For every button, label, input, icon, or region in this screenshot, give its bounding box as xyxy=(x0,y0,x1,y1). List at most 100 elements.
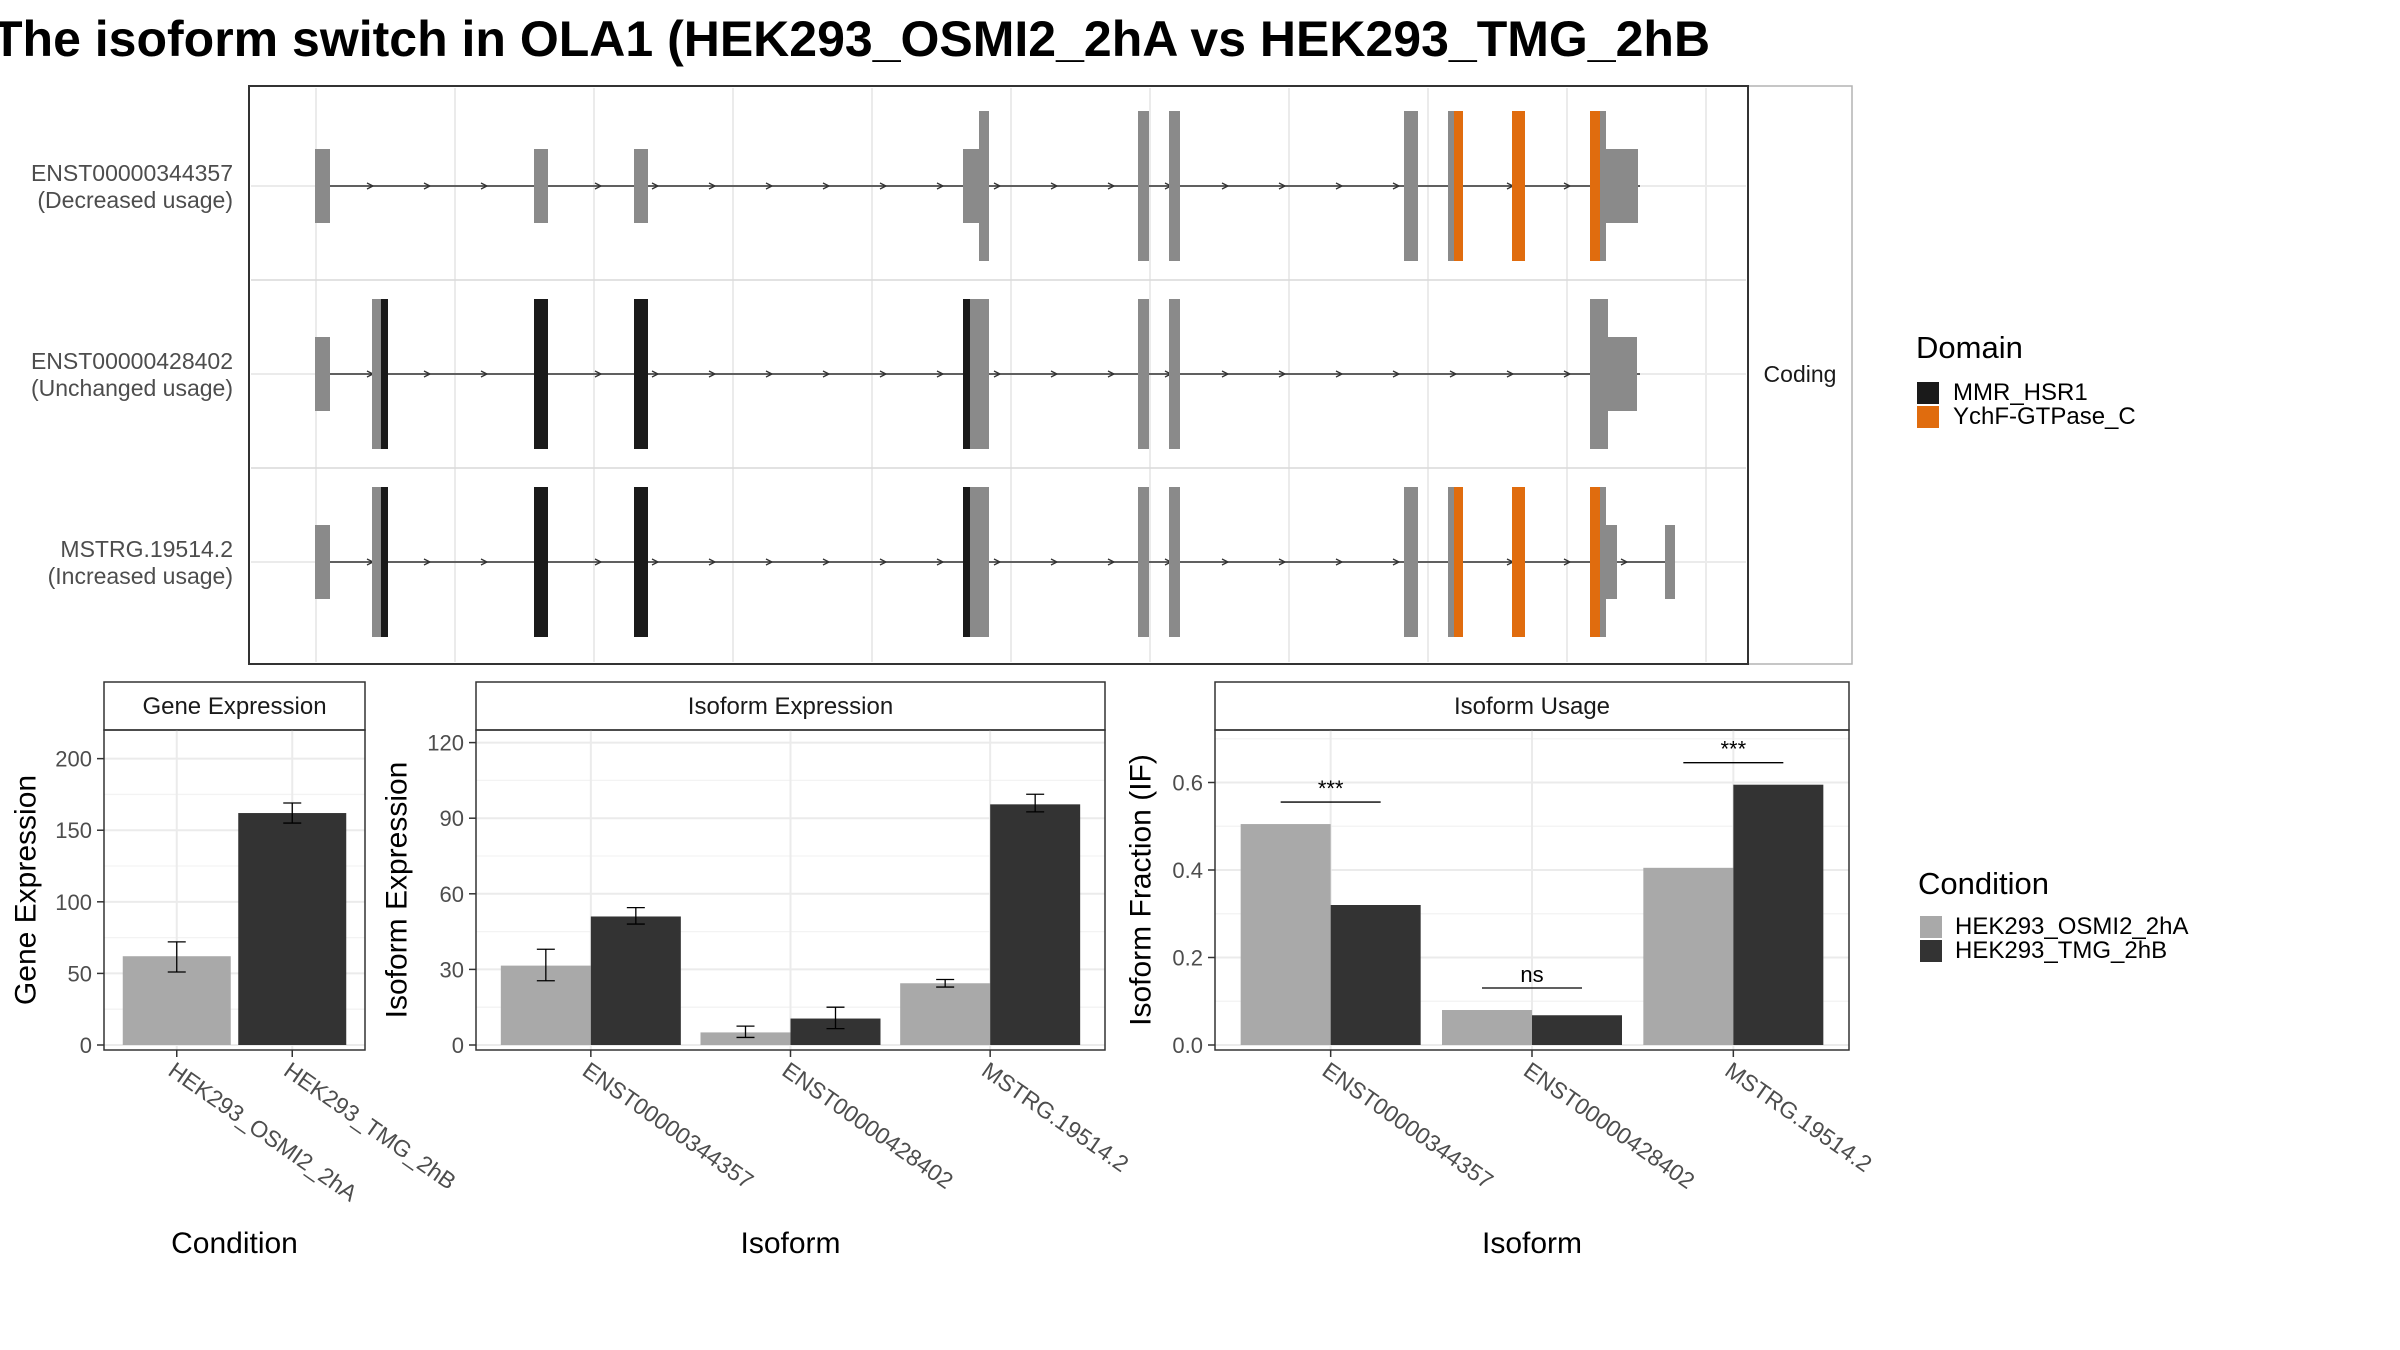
x-axis-title: Isoform xyxy=(1482,1227,1582,1260)
y-tick-label: 0 xyxy=(80,1033,92,1058)
x-tick-label: MSTRG.19514.2 xyxy=(1720,1057,1876,1177)
bar xyxy=(1330,905,1421,1045)
y-tick-label: 0.4 xyxy=(1172,858,1203,883)
strand-arrow xyxy=(1449,370,1458,378)
exon xyxy=(1600,487,1606,637)
facet-strip-label: Coding xyxy=(1764,361,1837,387)
y-tick-label: 0.2 xyxy=(1172,946,1203,971)
x-axis-title: Isoform xyxy=(740,1227,840,1260)
strand-arrow xyxy=(822,370,831,378)
exon xyxy=(315,337,330,411)
strand-arrow xyxy=(708,558,717,566)
domain-legend-label: MMR_HSR1 xyxy=(1953,379,2088,406)
exon xyxy=(1138,111,1149,261)
strand-arrow xyxy=(765,370,774,378)
x-tick-label: ENST00000428402 xyxy=(778,1057,958,1194)
strand-arrow xyxy=(1278,558,1287,566)
y-axis-title: Gene Expression xyxy=(10,775,43,1005)
panel-title: Isoform Usage xyxy=(1454,693,1610,720)
panel-title: Isoform Expression xyxy=(688,693,893,720)
strand-arrow xyxy=(651,182,660,190)
strand-arrow xyxy=(879,558,888,566)
condition-legend-key xyxy=(1920,940,1942,962)
strand-arrow xyxy=(1221,558,1230,566)
panel-strip xyxy=(475,681,1106,731)
x-axis-title: Condition xyxy=(171,1227,298,1260)
isoform-label-id: MSTRG.19514.2 xyxy=(60,536,233,562)
bar xyxy=(1532,1015,1622,1045)
strand-arrow xyxy=(765,182,774,190)
strand-arrow xyxy=(1392,370,1401,378)
strand-arrow xyxy=(423,370,432,378)
strand-arrow xyxy=(1335,370,1344,378)
panel-border xyxy=(103,729,366,1051)
domain-legend: Domain MMR_HSR1 YchF-GTPase_C xyxy=(1916,330,2136,430)
exon xyxy=(1454,487,1463,637)
strand-arrow xyxy=(936,370,945,378)
bar xyxy=(700,1032,791,1045)
bar xyxy=(1733,784,1824,1045)
chart-panel: Isoform Usage *** ns *** 0.0 0.2 0.4 0.6 ENST000… xyxy=(1125,681,1877,1260)
exon xyxy=(963,487,970,637)
exon xyxy=(1512,487,1525,637)
error-bar xyxy=(626,907,645,925)
strand-arrow xyxy=(423,182,432,190)
strand-arrow xyxy=(480,558,489,566)
significance-label: ns xyxy=(1520,962,1543,987)
exon xyxy=(1404,487,1418,637)
page-title: The isoform switch in OLA1 (HEK293_OSMI2… xyxy=(0,11,1710,67)
exon xyxy=(1512,111,1525,261)
bar-chart-panels: Gene Expression 0 50 100 150 200 HEK293_OSMI2_… xyxy=(10,681,1877,1260)
isoform-label-id: ENST00000344357 xyxy=(31,160,233,186)
exon xyxy=(1608,337,1637,411)
strand-arrow xyxy=(1506,370,1515,378)
x-tick-label: ENST00000344357 xyxy=(578,1057,758,1194)
error-bar xyxy=(936,978,955,988)
y-tick-label: 0 xyxy=(452,1033,464,1058)
strand-arrow xyxy=(480,370,489,378)
strand-arrow xyxy=(366,182,375,190)
strand-arrow xyxy=(1278,182,1287,190)
bar xyxy=(1643,867,1734,1045)
strand-arrow xyxy=(879,182,888,190)
exon xyxy=(381,299,388,449)
strand-arrow xyxy=(1107,370,1116,378)
strand-arrow xyxy=(1050,182,1059,190)
panel-title: Gene Expression xyxy=(142,693,326,720)
error-bar xyxy=(283,802,302,824)
y-tick-label: 150 xyxy=(55,818,92,843)
x-tick-label: HEK293_OSMI2_2hA xyxy=(164,1057,363,1207)
strand-arrow xyxy=(708,370,717,378)
strand-arrow xyxy=(1050,558,1059,566)
y-axis-title: Isoform Expression xyxy=(381,762,414,1019)
exon xyxy=(1404,111,1418,261)
strand-arrow xyxy=(651,370,660,378)
exon xyxy=(315,525,330,599)
strand-arrow xyxy=(1221,370,1230,378)
y-tick-label: 100 xyxy=(55,890,92,915)
exon xyxy=(1138,299,1149,449)
strand-arrow xyxy=(1335,558,1344,566)
strand-arrow xyxy=(594,182,603,190)
exon xyxy=(963,299,970,449)
error-bar xyxy=(536,948,555,982)
exon xyxy=(1665,525,1675,599)
y-tick-label: 120 xyxy=(427,731,464,756)
strand-arrow xyxy=(993,182,1002,190)
x-tick-label: ENST00000344357 xyxy=(1318,1057,1498,1194)
exon xyxy=(970,299,989,449)
strand-arrow xyxy=(822,558,831,566)
exon xyxy=(1590,111,1600,261)
exon xyxy=(534,487,548,637)
exon xyxy=(1590,487,1600,637)
strand-arrow xyxy=(1563,182,1572,190)
transcript-structure-panel: Coding ENST00000344357 (Decreased usage)… xyxy=(31,85,1853,665)
error-bar xyxy=(736,1025,755,1039)
bar xyxy=(990,804,1081,1045)
strand-arrow xyxy=(423,558,432,566)
y-axis-title: Isoform Fraction (IF) xyxy=(1125,754,1158,1026)
exon xyxy=(634,487,648,637)
exon xyxy=(1448,487,1454,637)
strand-arrow xyxy=(594,370,603,378)
